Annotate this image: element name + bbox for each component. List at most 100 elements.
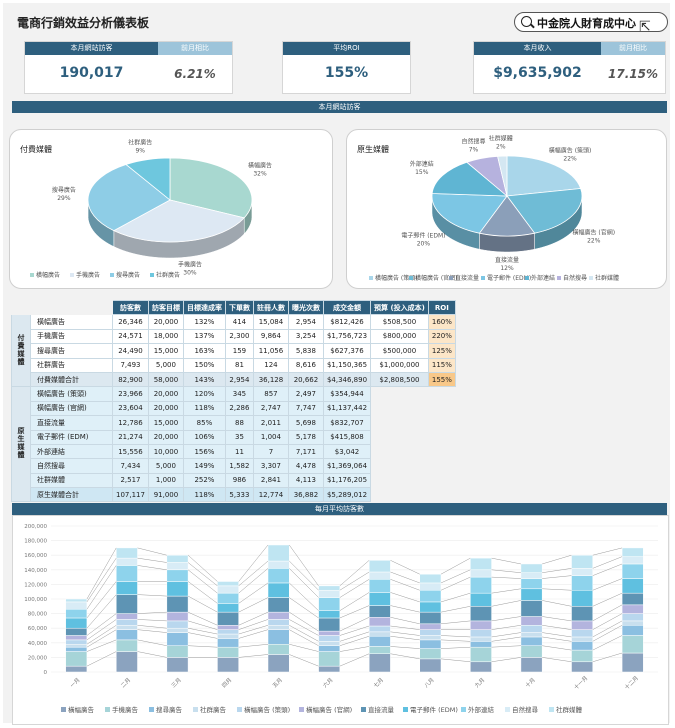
table-cell: 118% — [182, 400, 226, 417]
bar-segment — [318, 597, 341, 611]
table-cell: $1,150,365 — [322, 357, 372, 373]
pie-paid-label-pct-0: 32% — [253, 171, 267, 178]
pie-paid-label-name-3: 社群廣告 — [128, 139, 152, 147]
x-tick-label: 三月 — [170, 677, 183, 690]
table-cell: $627,376 — [322, 343, 372, 359]
bar-segment — [116, 625, 138, 630]
series-connector — [491, 600, 521, 607]
media-table: 訪客數 訪客目標 目標達成率 下單數 註冊人數 曝光次數 成交金額 預算 (投入成本) ROI 付… — [11, 299, 456, 503]
y-tick-label: 20,000 — [28, 655, 48, 661]
table-cell: 7,493 — [112, 357, 149, 373]
y-tick-label: 40,000 — [28, 641, 48, 647]
x-tick-label: 二月 — [119, 677, 132, 690]
bar-segment — [318, 589, 341, 598]
table-cell: 7,434 — [112, 458, 149, 474]
bar-segment — [116, 651, 138, 673]
series-connector — [390, 646, 420, 649]
series-connector — [390, 571, 420, 584]
bar-segment — [520, 657, 543, 673]
table-cell: 4,478 — [287, 458, 324, 474]
bar-segment — [65, 665, 88, 673]
section-band-monthly: 每月平均訪客數 — [12, 503, 667, 515]
series-connector — [390, 579, 420, 591]
bar-segment — [267, 611, 290, 620]
table-cell: 15,000 — [147, 415, 184, 431]
bar-segment — [368, 560, 391, 573]
table-cell: 搜尋廣告 — [30, 343, 113, 359]
table-cell: $4,346,890 — [322, 371, 372, 388]
series-connector — [390, 592, 420, 603]
series-connector — [86, 629, 117, 648]
legend-item: 搜尋廣告 — [156, 705, 183, 714]
empty-cell — [370, 444, 429, 459]
series-connector — [491, 569, 521, 573]
series-connector — [390, 560, 420, 575]
search-box[interactable]: 中金院人財育成中心 — [514, 12, 668, 32]
bar-segment — [166, 562, 189, 571]
legend-item: 橫幅廣告 (策頭) — [244, 705, 290, 714]
table-cell: $354,944 — [322, 386, 372, 402]
bar-segment — [318, 630, 341, 636]
y-tick-label: 80,000 — [28, 612, 48, 618]
organic-group-label: 原生媒體 — [11, 386, 31, 503]
series-connector — [339, 605, 370, 619]
table-row: 橫幅廣告 (官網) 23,604 20,000 118% 2,286 2,747 7,747… — [12, 400, 456, 417]
table-cell: 社群媒體 — [30, 472, 113, 489]
bar-segment — [166, 632, 189, 646]
dashboard-frame: 電商行銷效益分析儀表板 中金院人財育成中心 ⇱ 本月網站訪客 前月相比 190,… — [3, 3, 670, 725]
pie-org-label-pct-3: 20% — [417, 240, 431, 247]
kpi-visits-cmp-label: 前月相比 — [158, 42, 232, 55]
table-cell: 2,954 — [224, 371, 254, 388]
series-connector — [187, 562, 218, 587]
pie-org-label-name-3: 電子郵件 (EDM) — [401, 231, 445, 239]
x-tick-label: 十月 — [523, 676, 536, 689]
bar-segment — [217, 646, 239, 658]
pie-organic-title: 原生媒體 — [357, 145, 389, 154]
series-connector — [542, 600, 572, 607]
table-cell: 20,000 — [147, 429, 184, 445]
bar-segment — [166, 554, 189, 563]
bar-segment — [368, 579, 391, 593]
series-connector — [289, 568, 319, 598]
series-connector — [238, 629, 269, 639]
bar-segment — [267, 619, 290, 626]
table-cell: 15,000 — [147, 343, 184, 359]
kpi-revenue-value: $9,635,902 — [493, 65, 582, 81]
kpi-revenue-label: 本月收入 — [474, 42, 601, 55]
series-connector — [238, 611, 269, 626]
pie-org-legend-swatch-3 — [481, 276, 485, 280]
table-cell: 2,300 — [224, 328, 254, 345]
table-cell: 2,286 — [224, 400, 254, 417]
series-connector — [440, 592, 471, 603]
pie-org-legend-item-1: 橫幅廣告 (官網) — [415, 274, 458, 282]
bar-segment — [166, 611, 189, 622]
table-cell: 2,954 — [287, 314, 324, 330]
table-cell: 7,171 — [287, 443, 324, 460]
table-cell: 149% — [182, 458, 226, 474]
table-cell: 8,616 — [287, 357, 324, 373]
kpi-visits-cmp-value: 6.21% — [174, 67, 216, 81]
pie-paid-label-name-0: 橫幅廣告 — [248, 162, 272, 170]
empty-cell — [428, 473, 456, 488]
table-cell: 159 — [224, 343, 254, 359]
series-connector — [187, 581, 218, 604]
series-connector — [592, 547, 623, 556]
bar-segment — [318, 617, 341, 632]
series-connector — [491, 557, 521, 565]
series-connector — [440, 646, 471, 649]
table-cell: 88 — [224, 415, 254, 431]
series-connector — [390, 625, 420, 630]
bar-segment — [116, 557, 138, 566]
pie-org-legend-item-3: 電子郵件 (EDM) — [487, 274, 531, 282]
table-cell: 24,490 — [112, 343, 149, 359]
table-cell: 143% — [182, 371, 226, 388]
series-connector — [440, 635, 471, 638]
pie-org-label-name-6: 社群媒體 — [489, 134, 513, 142]
table-cell: 10,000 — [147, 443, 184, 460]
bar-segment — [318, 585, 341, 591]
bar-segment — [65, 608, 88, 619]
pie-paid-slice-3 — [125, 157, 171, 201]
series-connector — [289, 582, 319, 611]
table-cell: 20,000 — [147, 400, 184, 417]
table-cell: 23,966 — [112, 386, 149, 402]
